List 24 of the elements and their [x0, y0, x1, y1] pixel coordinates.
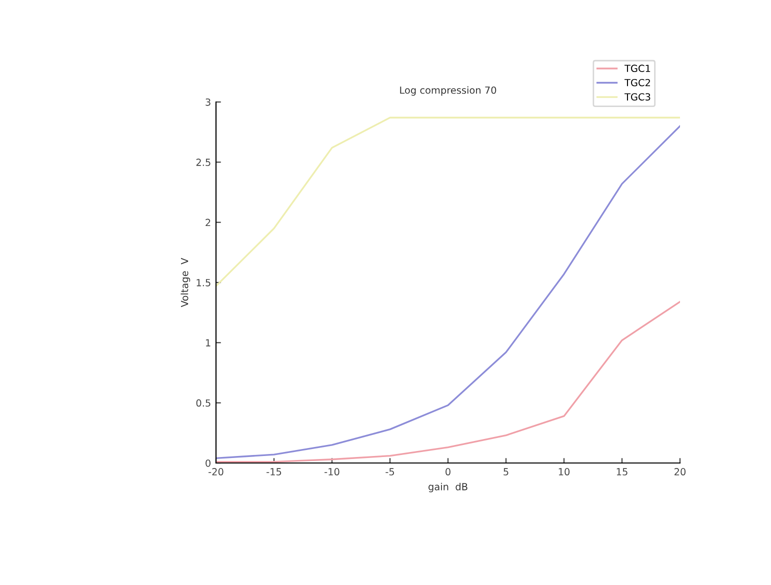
x-tick-label: -5 — [386, 468, 394, 476]
legend-label: TGC3 — [624, 93, 650, 101]
y-tick-label: 3 — [206, 98, 210, 106]
chart-title: Log compression 70 — [400, 86, 496, 96]
x-axis-title: gain dB — [428, 482, 468, 492]
line-series — [216, 125, 680, 460]
y-tick-label: 2 — [206, 218, 210, 226]
x-tick-label: -15 — [266, 468, 282, 476]
line-series — [216, 116, 680, 287]
legend-label: TGC1 — [624, 64, 650, 72]
x-tick-label: -20 — [208, 468, 224, 476]
y-tick-label: 2.5 — [196, 158, 210, 166]
y-tick-label: 1.5 — [196, 279, 210, 286]
x-tick-label: 10 — [558, 468, 570, 476]
legend-label: TGC2 — [624, 78, 650, 86]
x-tick-label: 15 — [616, 468, 628, 476]
x-tick-label: 20 — [674, 468, 686, 476]
y-tick-label: 0 — [206, 459, 210, 467]
y-axis-title: Voltage V — [180, 258, 190, 308]
x-tick-label: -10 — [324, 468, 340, 476]
x-tick-label: 0 — [446, 468, 450, 476]
y-tick-label: 1 — [206, 339, 210, 346]
x-tick-label: 5 — [504, 468, 508, 476]
y-tick-label: 0.5 — [196, 399, 210, 407]
